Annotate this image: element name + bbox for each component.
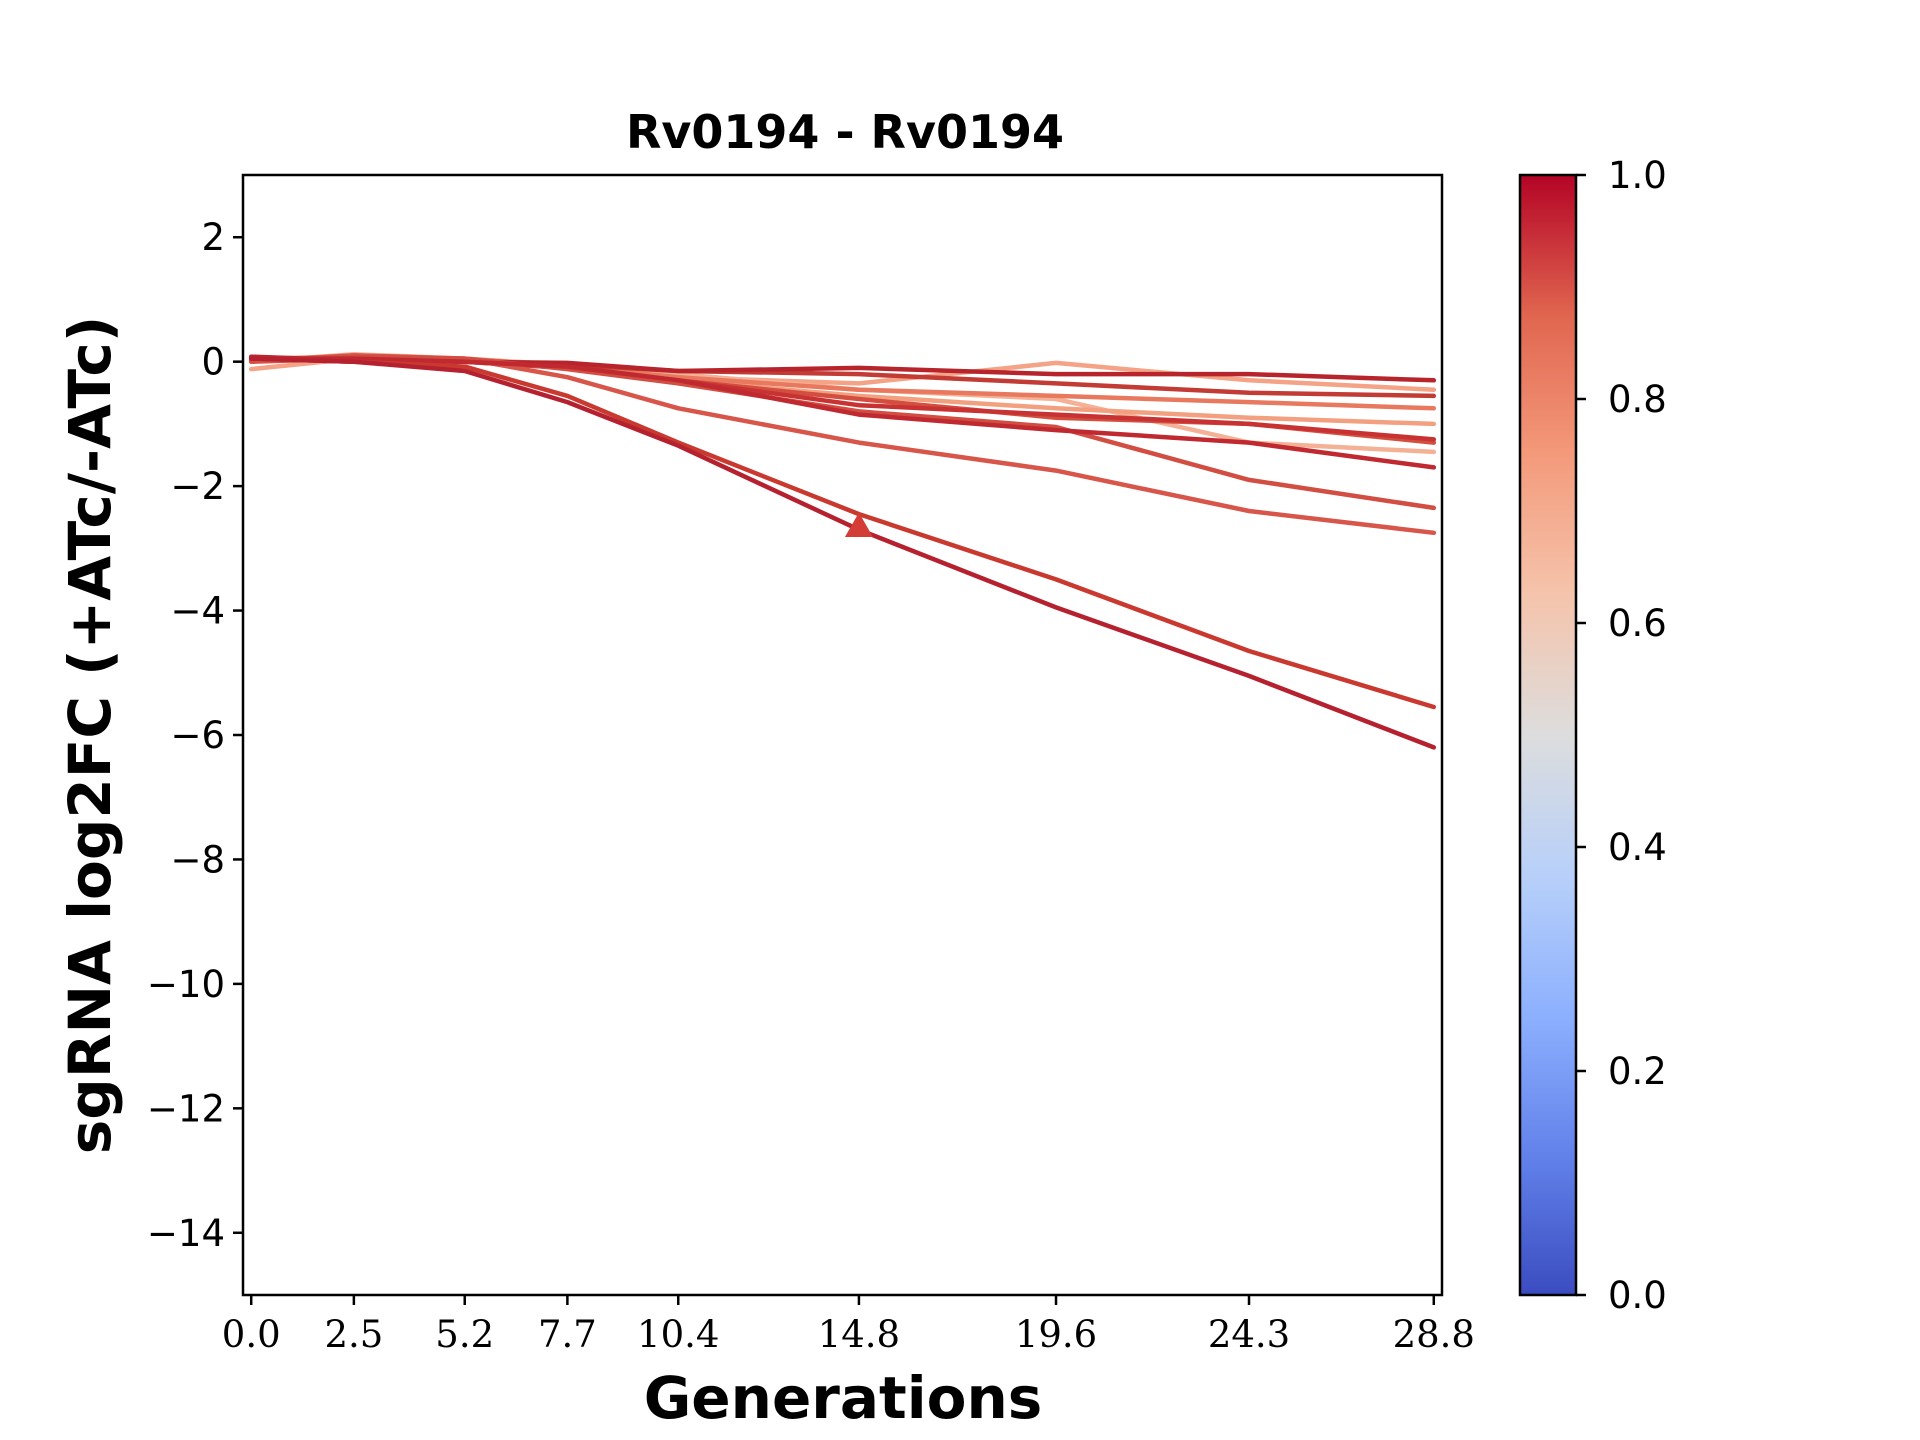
plot-area: [241, 173, 1444, 1297]
colorbar-tick-label: 0.8: [1608, 378, 1667, 421]
x-tick-label: 10.4: [637, 1313, 719, 1356]
x-axis: 0.0 2.5 5.2 7.7 10.4 14.8 19.6 24.3 28.8: [222, 1295, 1475, 1356]
y-axis-label: sgRNA log2FC (+ATc/-ATc): [56, 316, 124, 1154]
colorbar: 0.0 0.2 0.4 0.6 0.8 1.0: [1518, 154, 1667, 1317]
colorbar-tick-label: 0.2: [1608, 1050, 1667, 1093]
colorbar-tick-label: 0.6: [1608, 602, 1667, 645]
y-tick-label: −4: [170, 590, 225, 633]
marker-group: [844, 512, 873, 538]
colorbar-tick-label: 0.0: [1608, 1274, 1667, 1317]
y-tick-label: −14: [147, 1212, 225, 1255]
plot-frame: [241, 173, 1444, 1297]
y-tick-label: −10: [147, 963, 225, 1006]
y-tick-label: −8: [170, 838, 225, 881]
y-tick-label: 2: [201, 216, 225, 259]
colorbar-frame: [1518, 173, 1578, 1297]
colorbar-tick-label: 0.4: [1608, 826, 1667, 869]
x-tick-label: 24.3: [1208, 1313, 1290, 1356]
chart-title: Rv0194 - Rv0194: [626, 105, 1064, 159]
x-tick-label: 19.6: [1015, 1313, 1097, 1356]
series-line-10: [248, 354, 1437, 511]
y-tick-label: −2: [170, 465, 225, 508]
series-group: [248, 351, 1437, 750]
x-tick-label: 0.0: [222, 1313, 281, 1356]
x-tick-label: 14.8: [818, 1313, 900, 1356]
x-tick-label: 7.7: [538, 1313, 597, 1356]
series-line-13: [248, 356, 1437, 750]
x-axis-label: Generations: [644, 1364, 1043, 1432]
y-tick-label: 0: [201, 341, 225, 384]
y-tick-label: −12: [147, 1087, 225, 1130]
x-tick-label: 5.2: [435, 1313, 494, 1356]
x-tick-label: 2.5: [324, 1313, 383, 1356]
colorbar-gradient: [1520, 175, 1576, 1295]
x-tick-label: 28.8: [1393, 1313, 1475, 1356]
colorbar-tick-label: 1.0: [1608, 154, 1667, 197]
y-tick-label: −6: [170, 714, 225, 757]
y-axis: 2 0 −2 −4 −6 −8 −10 −12 −14: [147, 216, 243, 1255]
triangle-marker: [844, 512, 873, 538]
colorbar-ticks: 0.0 0.2 0.4 0.6 0.8 1.0: [1576, 154, 1667, 1317]
series-line-11: [248, 356, 1437, 470]
